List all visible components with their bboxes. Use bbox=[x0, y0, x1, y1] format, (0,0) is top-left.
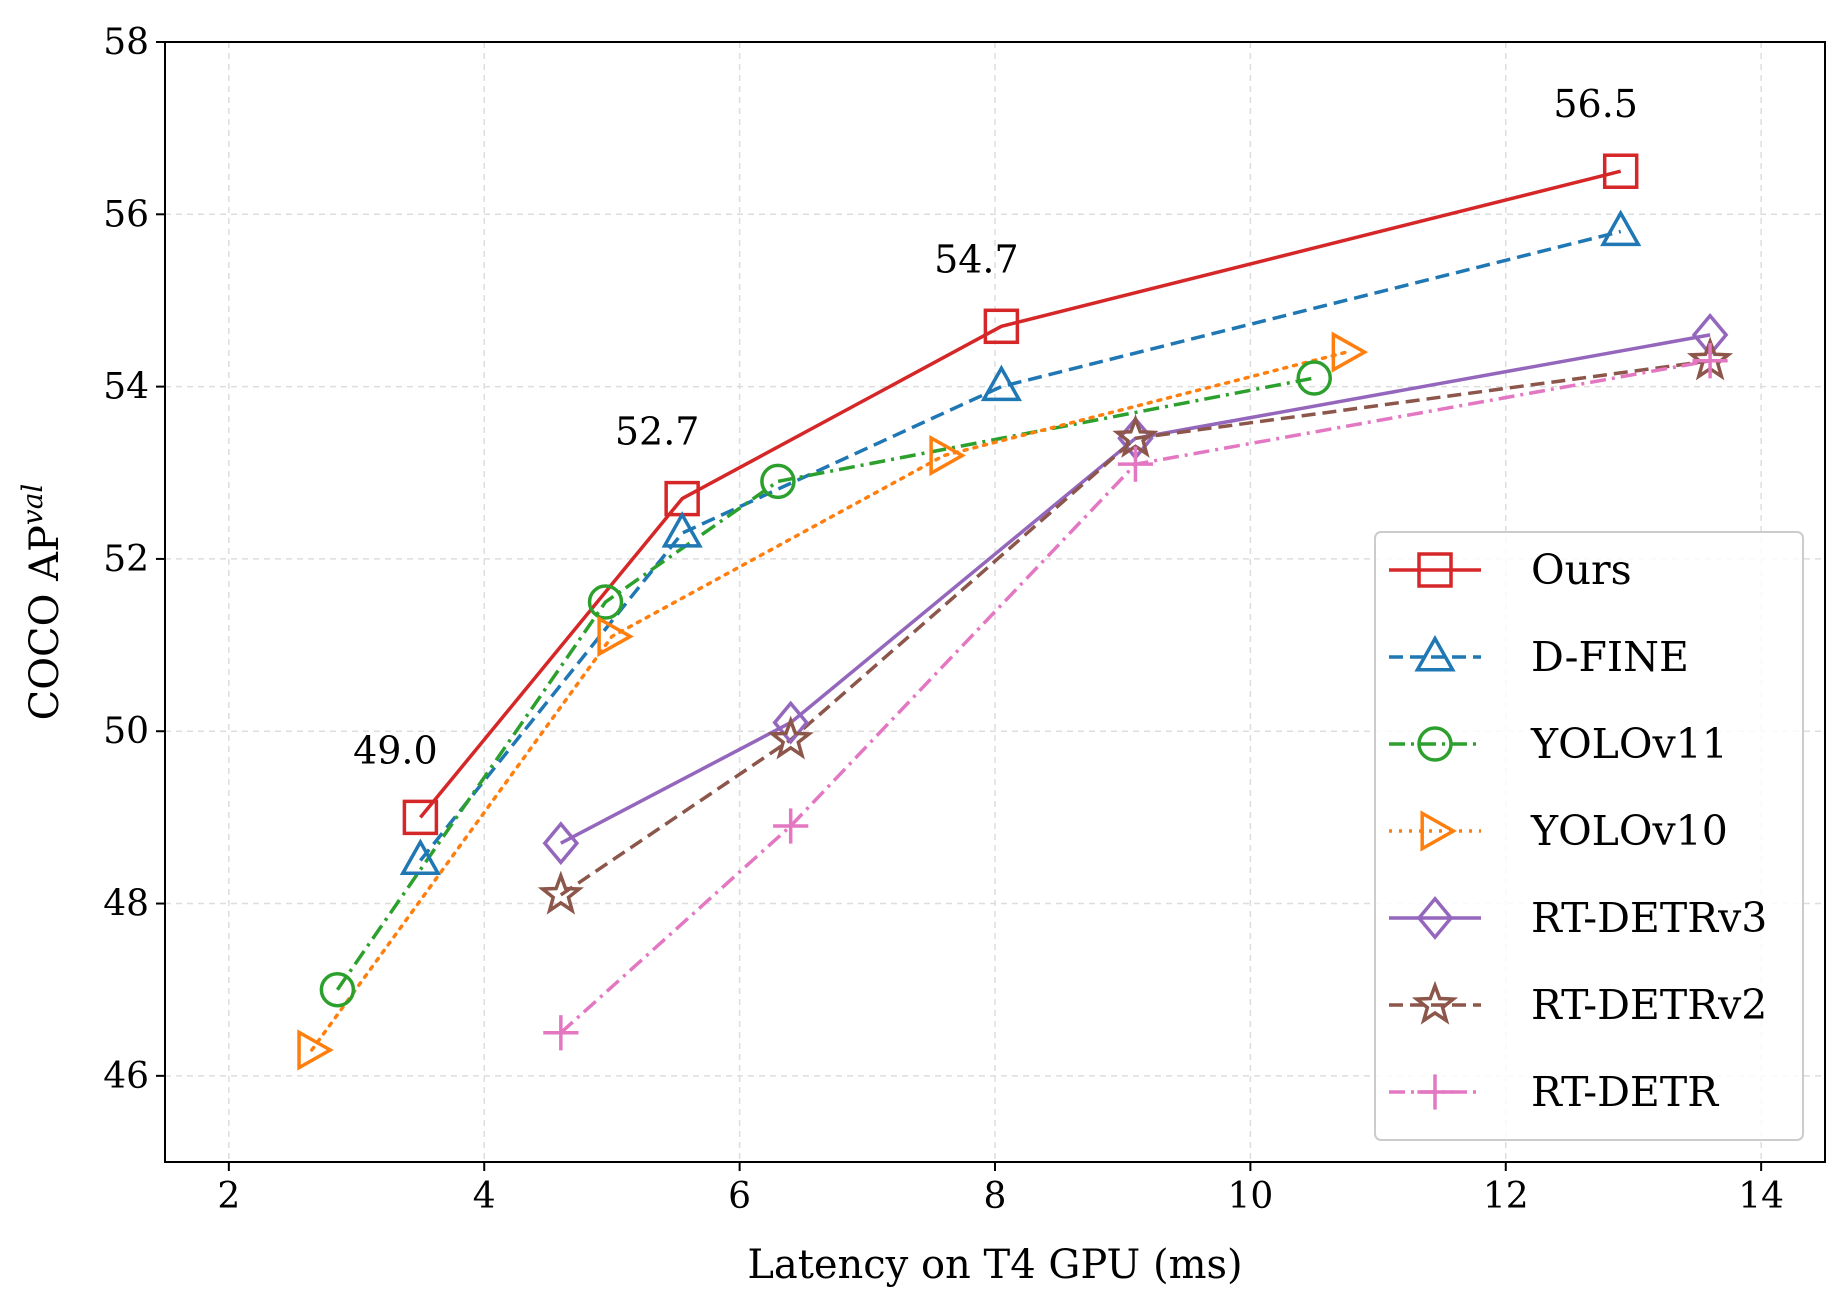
legend-label-rt-detrv3: RT-DETRv3 bbox=[1531, 894, 1767, 942]
series-line-yolov10 bbox=[310, 350, 1348, 1052]
data-point-yolov11 bbox=[1296, 360, 1332, 396]
legend: Ours D-FINE YOLOv11 YOLOv10 RT-DETRv3 RT-DETR… bbox=[1374, 531, 1804, 1141]
data-point-rt-detr bbox=[543, 1015, 579, 1051]
annotations: 49.0 52.7 54.7 56.5 bbox=[353, 82, 1638, 772]
legend-label-yolov10: YOLOv10 bbox=[1530, 807, 1728, 855]
y-tick-label: 46 bbox=[103, 1056, 149, 1097]
data-point-rt-detr bbox=[773, 808, 809, 844]
legend-label-ours: Ours bbox=[1531, 546, 1632, 594]
x-tick-label: 6 bbox=[728, 1176, 751, 1217]
data-point-yolov10 bbox=[597, 615, 634, 658]
x-tick-label: 4 bbox=[473, 1176, 496, 1217]
data-point-d-fine bbox=[1600, 209, 1642, 247]
legend-label-d-fine: D-FINE bbox=[1531, 633, 1689, 681]
data-point-rt-detrv2 bbox=[767, 715, 814, 760]
series-line-d-fine bbox=[419, 229, 1622, 862]
data-point-rt-detr bbox=[1117, 446, 1154, 482]
series-line-rt-detr bbox=[559, 359, 1711, 1035]
data-point-rt-detrv3 bbox=[542, 821, 580, 866]
series-markers bbox=[297, 153, 1734, 1071]
value-annotation: 54.7 bbox=[934, 237, 1019, 281]
series-line-ours bbox=[419, 169, 1622, 819]
data-point-yolov11 bbox=[760, 463, 796, 500]
y-tick-label: 52 bbox=[103, 539, 149, 580]
legend-marker-yolov11 bbox=[1417, 726, 1453, 762]
y-tick-label: 54 bbox=[103, 367, 149, 408]
x-tick-label: 12 bbox=[1483, 1176, 1529, 1217]
legend-label-rt-detrv2: RT-DETRv2 bbox=[1531, 981, 1767, 1029]
x-tick-label: 14 bbox=[1738, 1176, 1784, 1217]
series-line-rt-detrv3 bbox=[559, 333, 1711, 845]
y-tick-label: 58 bbox=[103, 22, 149, 63]
legend-marker-rt-detrv3 bbox=[1416, 896, 1454, 940]
legend-label-yolov11: YOLOv11 bbox=[1530, 720, 1728, 768]
y-tick-label: 48 bbox=[103, 884, 149, 925]
y-axis-label: COCO APval bbox=[16, 484, 68, 721]
data-point-yolov10 bbox=[297, 1029, 334, 1071]
data-point-ours bbox=[402, 799, 439, 836]
data-point-ours bbox=[1602, 153, 1639, 189]
legend-marker-d-fine bbox=[1414, 635, 1456, 672]
y-tick-label: 50 bbox=[103, 711, 149, 752]
data-point-d-fine bbox=[661, 511, 703, 548]
data-point-yolov10 bbox=[929, 434, 966, 477]
legend-marker-rt-detrv2 bbox=[1411, 980, 1459, 1025]
data-point-d-fine bbox=[980, 364, 1022, 402]
data-point-yolov11 bbox=[319, 971, 356, 1008]
series-line-rt-detrv2 bbox=[559, 359, 1711, 897]
legend-marker-rt-detr bbox=[1417, 1074, 1453, 1110]
data-point-rt-detr bbox=[1692, 343, 1728, 379]
y-tick-label: 56 bbox=[103, 194, 149, 235]
legend-label-rt-detr: RT-DETR bbox=[1531, 1068, 1719, 1116]
data-point-rt-detrv2 bbox=[1112, 414, 1159, 458]
data-point-yolov10 bbox=[1331, 331, 1369, 373]
x-tick-label: 10 bbox=[1227, 1176, 1273, 1217]
data-point-ours bbox=[983, 308, 1020, 345]
y-axis-label-main: COCO AP bbox=[22, 525, 68, 720]
x-tick-label: 8 bbox=[984, 1176, 1007, 1217]
value-annotation: 49.0 bbox=[353, 728, 438, 772]
x-tick-label: 2 bbox=[217, 1176, 240, 1217]
value-annotation: 56.5 bbox=[1553, 82, 1638, 126]
legend-box bbox=[1374, 531, 1804, 1141]
x-axis-label: Latency on T4 GPU (ms) bbox=[747, 1242, 1242, 1288]
data-point-rt-detrv3 bbox=[772, 700, 809, 745]
value-annotation: 52.7 bbox=[615, 410, 700, 454]
data-point-rt-detrv2 bbox=[537, 870, 584, 915]
legend-marker-ours bbox=[1417, 552, 1453, 588]
data-point-yolov11 bbox=[587, 584, 624, 620]
data-point-d-fine bbox=[399, 838, 441, 876]
y-axis-label-sup: val bbox=[16, 484, 49, 525]
legend-marker-yolov10 bbox=[1420, 810, 1457, 852]
series-lines bbox=[310, 169, 1711, 1052]
